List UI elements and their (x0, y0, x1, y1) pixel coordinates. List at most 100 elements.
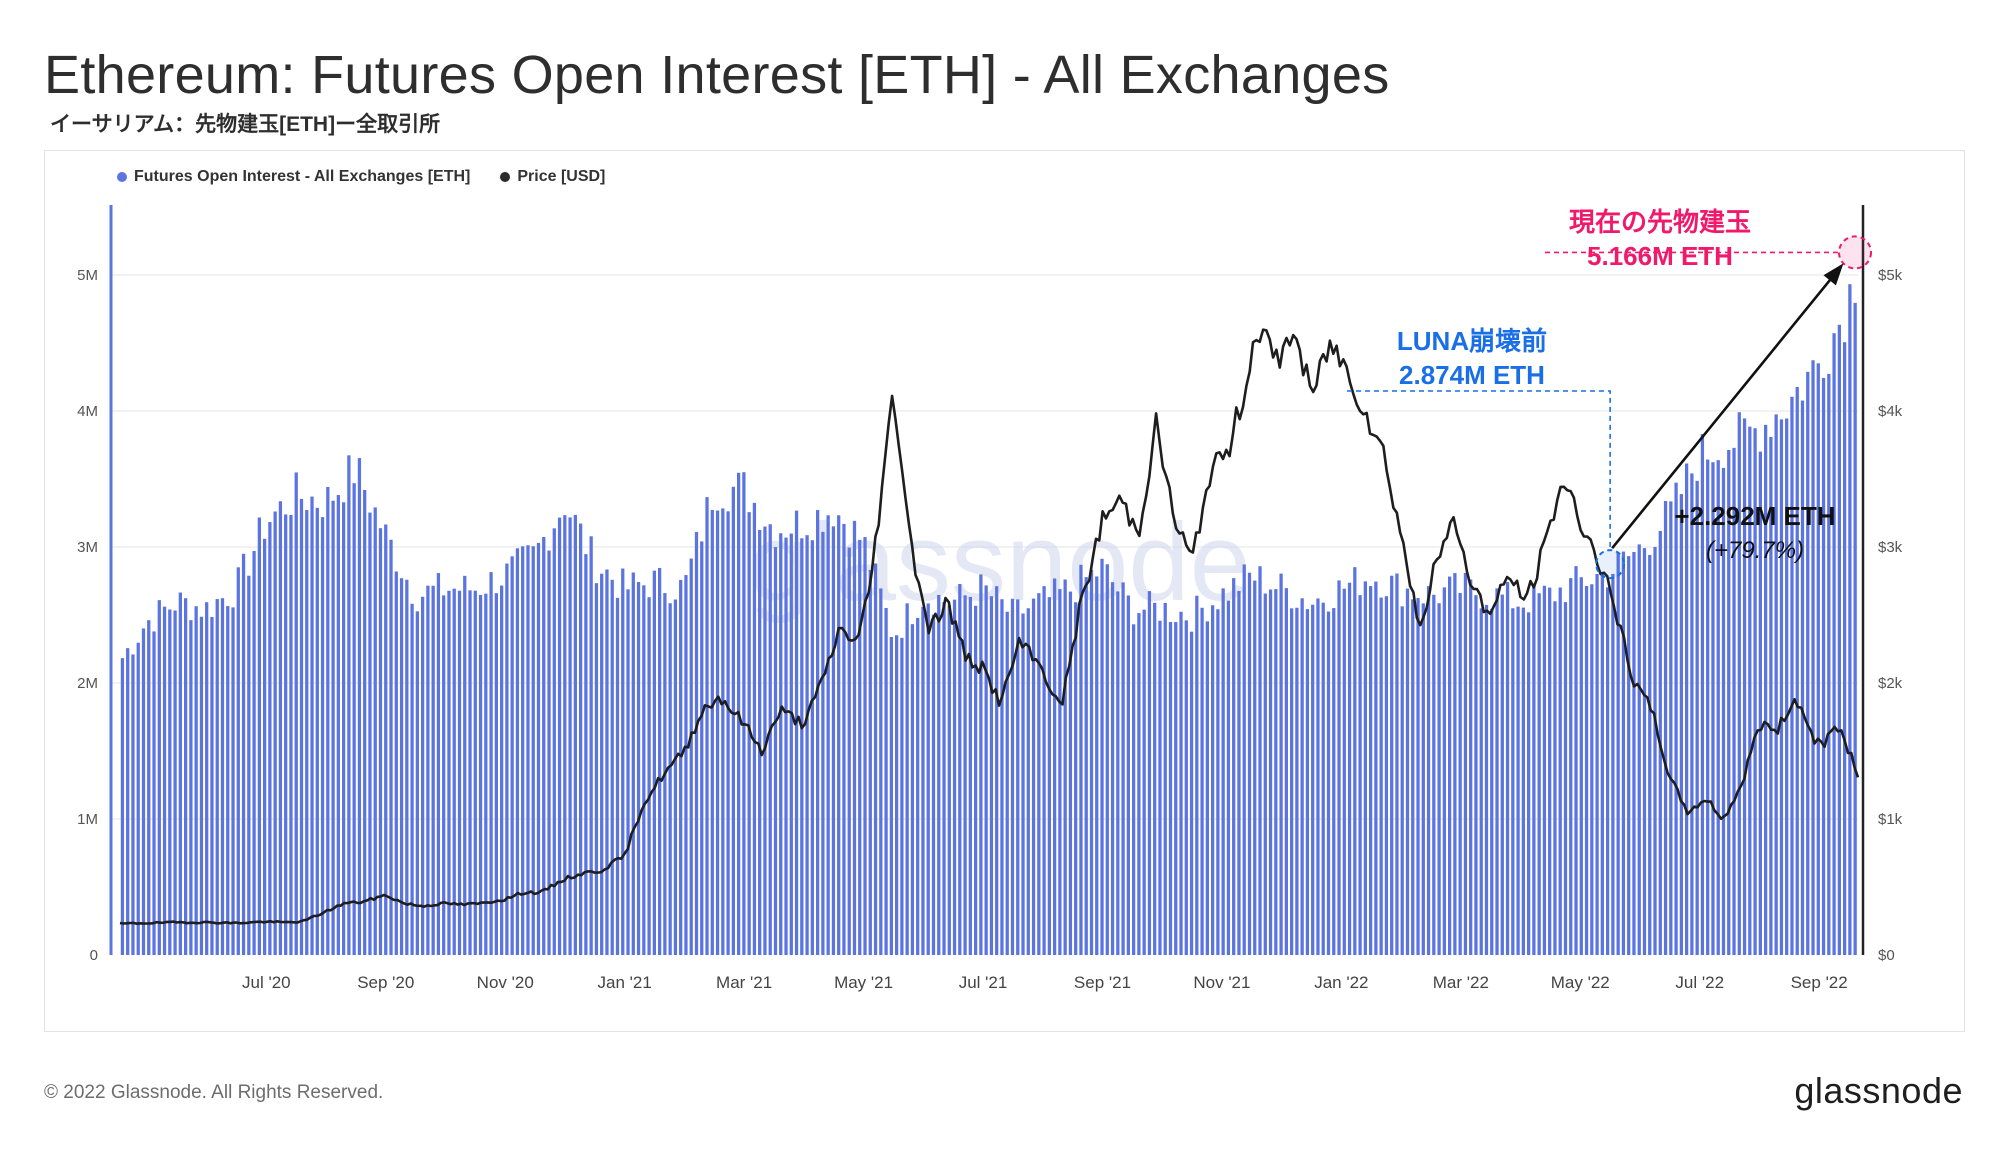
current-oi-marker (1838, 235, 1873, 270)
oi-bar (1442, 587, 1446, 955)
oi-bar (331, 500, 335, 955)
y-left-tick-label: 4M (77, 403, 98, 420)
oi-bar (1453, 573, 1457, 955)
oi-bar (220, 598, 225, 955)
open-interest-bars (120, 284, 1857, 956)
oi-bar (568, 517, 572, 955)
oi-bar (536, 542, 541, 955)
oi-bar (921, 606, 925, 955)
legend-item-price[interactable]: Price [USD] (500, 168, 605, 186)
footer-logo[interactable]: glassnode (1794, 1070, 1963, 1111)
oi-bar (1700, 434, 1705, 955)
oi-bar (257, 517, 261, 955)
oi-bar (1005, 611, 1009, 955)
oi-bar (868, 569, 872, 955)
oi-bar (1590, 584, 1594, 955)
oi-bar (1311, 604, 1315, 955)
x-tick-label: Jan '21 (598, 973, 652, 992)
oi-bar (136, 642, 140, 955)
oi-bar (484, 593, 488, 955)
oi-bar (1684, 463, 1689, 955)
oi-bar (1268, 589, 1273, 955)
y-left-tick-label: 2M (77, 675, 98, 692)
oi-bar (742, 472, 746, 955)
chart-legend: Futures Open Interest - All Exchanges [E… (117, 168, 605, 186)
oi-bar (1411, 599, 1415, 955)
oi-bar (1753, 428, 1757, 956)
oi-bar (1058, 589, 1062, 955)
oi-bar (679, 579, 683, 955)
oi-bar (1763, 424, 1768, 955)
oi-bar (1026, 608, 1030, 955)
oi-bar (231, 607, 235, 955)
oi-bar (689, 558, 693, 955)
oi-bar (594, 583, 599, 955)
oi-bar (826, 515, 830, 955)
y-right-tick-label: $4k (1878, 403, 1903, 420)
oi-bar (900, 637, 904, 955)
oi-bar (526, 545, 530, 955)
oi-bar (1395, 573, 1399, 955)
oi-bar (1174, 622, 1178, 955)
oi-bar (879, 588, 883, 955)
x-tick-label: Mar '22 (1433, 973, 1489, 992)
oi-bar (294, 472, 298, 955)
oi-bar (1068, 591, 1073, 955)
oi-bar (910, 624, 915, 955)
oi-bar (1484, 604, 1489, 955)
oi-bar (1200, 607, 1204, 955)
oi-bar (1126, 595, 1130, 955)
oi-bar (805, 535, 809, 955)
oi-bar (1347, 582, 1352, 955)
oi-bar (1379, 597, 1383, 955)
legend-item-open-interest[interactable]: Futures Open Interest - All Exchanges [E… (117, 168, 470, 186)
y-left-tick-label: 0 (90, 947, 98, 964)
oi-bar (916, 617, 920, 955)
oi-bar (1121, 582, 1125, 955)
oi-bar (563, 515, 567, 955)
x-tick-label: Jul '20 (242, 973, 291, 992)
oi-bar (389, 539, 393, 955)
oi-bar (284, 514, 288, 955)
oi-bar (1184, 620, 1188, 955)
oi-bar (347, 455, 351, 955)
oi-bar (1616, 552, 1620, 955)
oi-bar (1811, 360, 1815, 956)
oi-bar (710, 509, 714, 955)
oi-bar (1490, 608, 1494, 955)
oi-bar (1031, 598, 1036, 955)
x-tick-label: Jan '22 (1314, 973, 1368, 992)
y-axis-left-ticks: 0 1M 2M 3M 4M 5M (77, 267, 98, 964)
current-oi-title: 現在の先物建玉 (1569, 207, 1751, 237)
oi-bar (452, 588, 456, 955)
oi-bar (894, 635, 899, 955)
oi-bar (1021, 613, 1025, 955)
oi-bar (1084, 577, 1088, 955)
oi-bar (499, 585, 504, 955)
oi-bar (1737, 412, 1741, 955)
oi-bar (1785, 418, 1789, 955)
oi-bar (515, 548, 520, 955)
legend-dot-open-interest (117, 172, 127, 182)
oi-bar (752, 502, 757, 955)
oi-bar (1432, 594, 1436, 955)
oi-bar (394, 571, 398, 955)
oi-bar (1163, 602, 1167, 955)
oi-bar (1137, 613, 1141, 955)
oi-bar (715, 510, 720, 955)
oi-bar (1584, 586, 1589, 955)
oi-bar (426, 585, 430, 955)
oi-bar (779, 533, 783, 955)
oi-bar (305, 510, 309, 955)
oi-bar (1774, 414, 1778, 956)
y-right-tick-label: $0 (1878, 947, 1895, 964)
oi-bar (573, 514, 577, 955)
oi-bar (510, 556, 514, 955)
oi-bar (1579, 577, 1583, 955)
oi-bar (952, 599, 957, 955)
oi-bar (262, 538, 267, 955)
oi-bar (821, 531, 825, 955)
oi-bar (1611, 573, 1615, 955)
oi-bar (1337, 580, 1341, 955)
oi-bar (705, 497, 709, 955)
